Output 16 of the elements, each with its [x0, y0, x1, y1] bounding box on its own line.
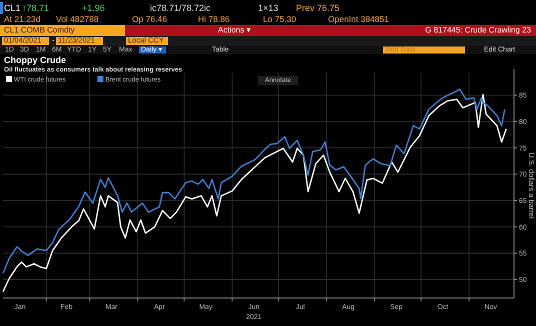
text: ↑78.71 [22, 3, 50, 13]
text: Vol 482788 [56, 14, 99, 24]
text: ic78.71/78.72ic [150, 3, 212, 13]
text: At 21:23d [4, 14, 41, 24]
text: Lo 75.30 [263, 14, 296, 24]
text: Op 76.46 [132, 14, 168, 24]
text: Hi 78.86 [198, 14, 230, 24]
text: Prev 76.75 [296, 3, 340, 13]
text: G 817445: Crude Crawling 23 [425, 26, 532, 34]
chart-title: Choppy Crude [4, 55, 66, 65]
text: 1×13 [258, 3, 278, 13]
text: OpenInt 384851 [328, 14, 390, 24]
text: CL1 [4, 3, 21, 13]
text: Actions ▾ [218, 26, 250, 34]
text: +1.96 [82, 3, 105, 13]
text: CL1 COMB Comdty [4, 26, 75, 34]
